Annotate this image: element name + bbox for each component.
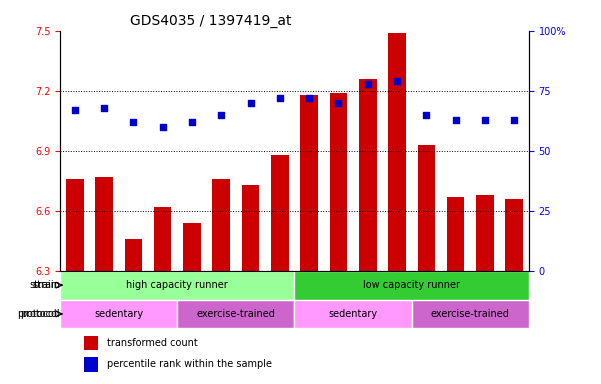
Point [216,112,226,118]
Point [158,124,168,130]
Point [187,119,197,125]
Text: GDS4035 / 1397419_at: GDS4035 / 1397419_at [130,14,292,28]
Point [451,116,460,122]
Point [275,95,285,101]
Bar [447,197,465,271]
Bar [476,195,493,271]
Bar [505,199,523,271]
Bar [271,155,288,271]
Point [246,99,255,106]
Point [70,107,79,113]
Point [480,116,490,122]
FancyBboxPatch shape [177,300,294,328]
Text: sedentary: sedentary [329,309,377,319]
Point [99,104,109,111]
FancyBboxPatch shape [60,271,294,300]
Text: strain: strain [32,280,60,290]
Point [392,78,402,84]
Bar [66,179,84,271]
Text: transformed count: transformed count [107,338,198,348]
Text: protocol: protocol [20,309,60,319]
Bar [154,207,171,271]
Text: strain: strain [29,280,57,290]
Point [129,119,138,125]
Point [334,99,343,106]
Text: high capacity runner: high capacity runner [126,280,228,290]
Text: protocol: protocol [17,309,57,319]
Text: exercise-trained: exercise-trained [431,309,510,319]
Point [421,112,431,118]
Point [304,95,314,101]
Point [510,116,519,122]
Bar [84,336,97,350]
Bar [388,33,406,271]
FancyBboxPatch shape [412,300,529,328]
Bar [84,357,97,372]
Point [363,81,373,87]
Bar [95,177,113,271]
FancyBboxPatch shape [294,300,412,328]
Text: exercise-trained: exercise-trained [197,309,275,319]
Bar [300,95,318,271]
Text: low capacity runner: low capacity runner [363,280,460,290]
FancyBboxPatch shape [60,300,177,328]
Bar [418,145,435,271]
Bar [213,179,230,271]
Bar [242,185,260,271]
FancyBboxPatch shape [294,271,529,300]
Bar [183,223,201,271]
Bar [329,93,347,271]
Bar [124,239,142,271]
Text: sedentary: sedentary [94,309,143,319]
Text: percentile rank within the sample: percentile rank within the sample [107,359,272,369]
Bar [359,79,376,271]
